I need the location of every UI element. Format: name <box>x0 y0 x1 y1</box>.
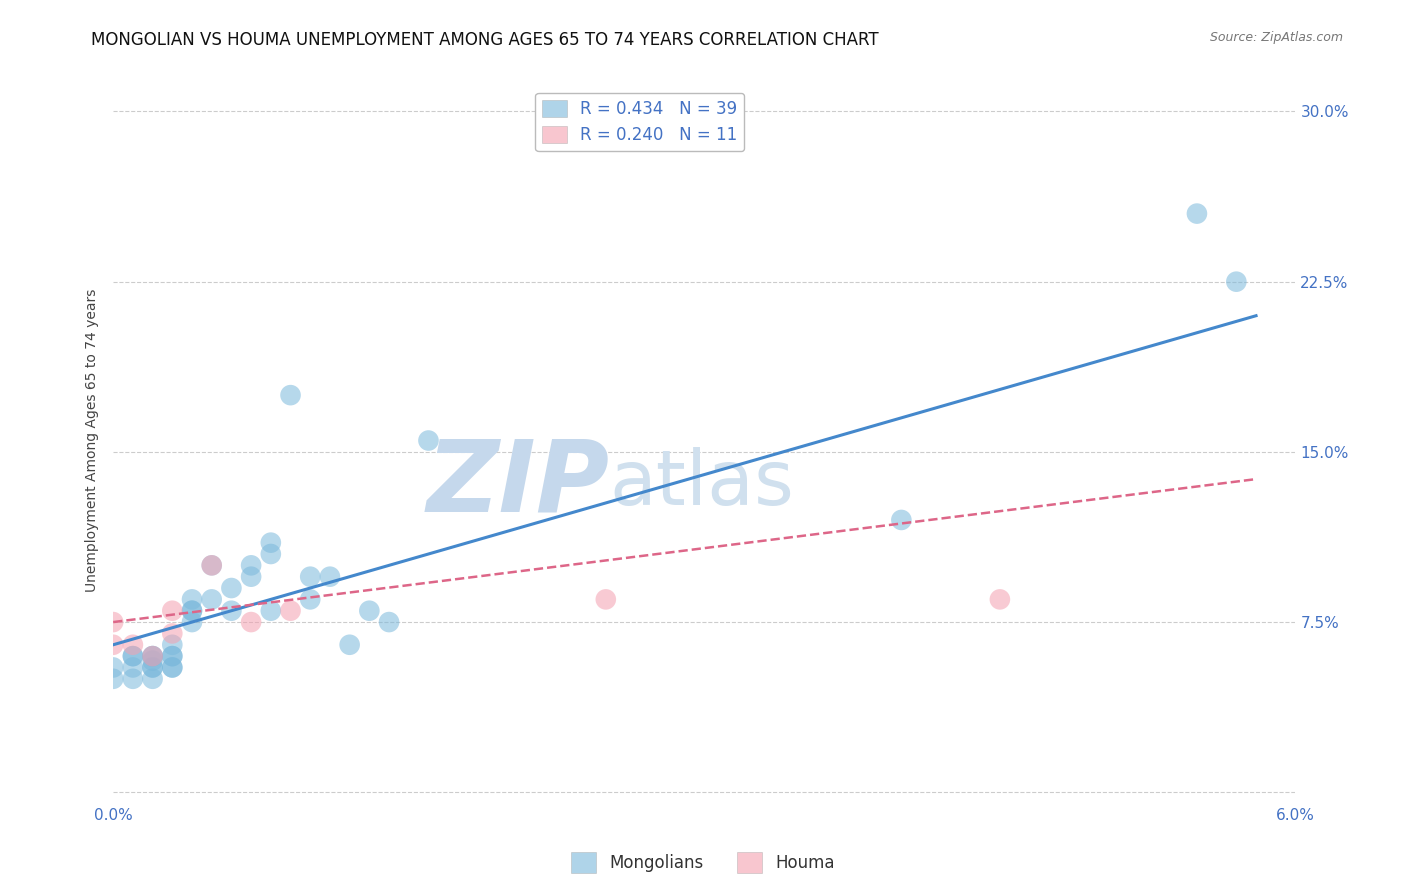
Point <box>162 604 184 618</box>
Point <box>240 570 263 584</box>
Point <box>181 615 204 629</box>
Point <box>162 638 184 652</box>
Point <box>103 672 125 686</box>
Point <box>162 660 184 674</box>
Point <box>240 558 263 573</box>
Point <box>1185 206 1208 220</box>
Point <box>260 604 283 618</box>
Point <box>103 660 125 674</box>
Point <box>122 638 145 652</box>
Point <box>162 649 184 664</box>
Point <box>299 570 322 584</box>
Point <box>280 388 302 402</box>
Point <box>418 434 440 448</box>
Point <box>181 592 204 607</box>
Point <box>260 535 283 549</box>
Point <box>181 604 204 618</box>
Point <box>103 638 125 652</box>
Point <box>181 604 204 618</box>
Point <box>201 558 224 573</box>
Point <box>142 672 165 686</box>
Point <box>142 649 165 664</box>
Text: atlas: atlas <box>610 447 794 521</box>
Text: Source: ZipAtlas.com: Source: ZipAtlas.com <box>1209 31 1343 45</box>
Y-axis label: Unemployment Among Ages 65 to 74 years: Unemployment Among Ages 65 to 74 years <box>86 289 100 592</box>
Point <box>142 649 165 664</box>
Point <box>162 626 184 640</box>
Text: MONGOLIAN VS HOUMA UNEMPLOYMENT AMONG AGES 65 TO 74 YEARS CORRELATION CHART: MONGOLIAN VS HOUMA UNEMPLOYMENT AMONG AG… <box>91 31 879 49</box>
Point <box>221 604 243 618</box>
Text: ZIP: ZIP <box>427 435 610 533</box>
Point <box>988 592 1011 607</box>
Point <box>122 672 145 686</box>
Point <box>890 513 912 527</box>
Point <box>280 604 302 618</box>
Point <box>142 654 165 668</box>
Point <box>1225 275 1247 289</box>
Point <box>319 570 342 584</box>
Point <box>162 660 184 674</box>
Point <box>122 649 145 664</box>
Point <box>299 592 322 607</box>
Legend: R = 0.434   N = 39, R = 0.240   N = 11: R = 0.434 N = 39, R = 0.240 N = 11 <box>536 93 744 151</box>
Point <box>260 547 283 561</box>
Point <box>162 649 184 664</box>
Legend: Mongolians, Houma: Mongolians, Houma <box>564 846 842 880</box>
Point <box>142 660 165 674</box>
Point <box>240 615 263 629</box>
Point <box>201 592 224 607</box>
Point <box>142 660 165 674</box>
Point <box>122 649 145 664</box>
Point <box>595 592 617 607</box>
Point <box>378 615 401 629</box>
Point <box>359 604 381 618</box>
Point <box>201 558 224 573</box>
Point <box>221 581 243 595</box>
Point <box>103 615 125 629</box>
Point <box>339 638 361 652</box>
Point <box>122 660 145 674</box>
Point <box>142 649 165 664</box>
